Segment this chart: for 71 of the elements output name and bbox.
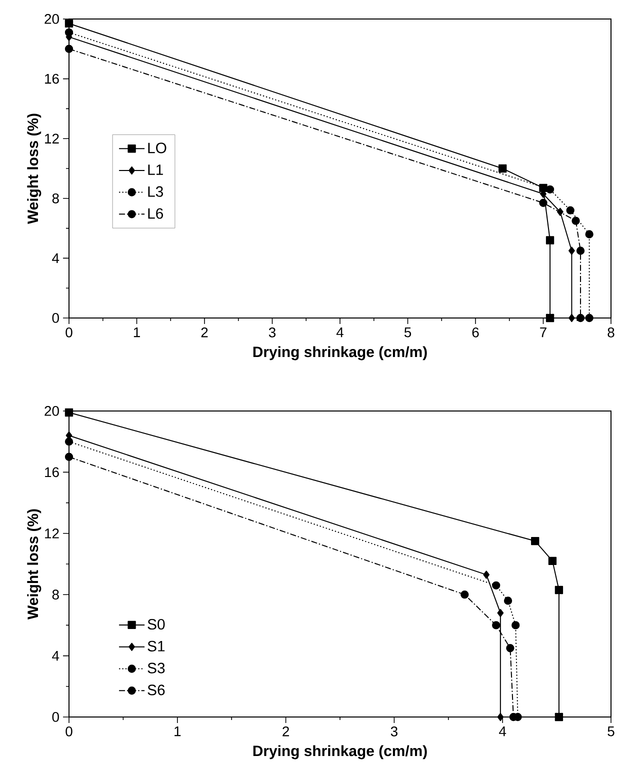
point [64,44,74,53]
y-tick-label: 20 [44,14,59,24]
point [546,236,554,244]
y-axis-title: Weight loss (%) [27,509,42,620]
y-tick-label: 12 [45,528,59,538]
legend-label: S0 [148,618,165,630]
y-tick-label: 16 [45,74,59,84]
y-tick-label: 16 [45,467,59,478]
legend-label: L3 [148,186,164,197]
point [497,608,504,618]
point [576,246,585,255]
x-tick-label: 1 [134,327,140,338]
x-tick-label: 0 [66,327,72,338]
x-tick-label: 4 [336,327,344,338]
x-axis-title: Drying shrinkage (cm/m) [253,745,427,760]
y-tick-label: 4 [52,650,60,661]
point [64,452,74,461]
point [498,164,507,173]
point [64,28,74,37]
x-tick-label: 5 [404,327,412,338]
point [504,596,512,605]
point [568,314,575,322]
point [576,314,585,322]
point [64,438,74,446]
point [531,536,540,546]
y-tick-label: 4 [52,253,60,263]
x-tick-label: 3 [390,726,398,736]
legend-label: S6 [148,684,165,696]
legend-label: L1 [148,164,163,175]
y-tick-label: 0 [52,313,59,323]
x-axis-title: Drying shrinkage (cm/m) [253,346,427,360]
point [506,644,514,652]
point [64,408,74,417]
legend-label: LO [148,142,166,154]
point [585,314,594,322]
point [64,19,74,28]
x-tick-label: 5 [608,726,614,736]
point [572,216,580,225]
x-tick-label: 0 [66,726,72,736]
x-tick-label: 8 [608,327,614,338]
point [546,314,554,322]
point [566,206,574,214]
y-tick-label: 20 [44,406,59,416]
point [483,570,490,579]
legend-label: L6 [148,208,164,219]
x-tick-label: 3 [268,327,276,338]
y-tick-label: 8 [52,193,59,204]
y-tick-label: 8 [52,590,59,600]
y-tick-label: 12 [45,134,59,144]
x-tick-label: 7 [540,327,546,338]
x-tick-label: 4 [499,726,506,736]
point [460,590,469,599]
point [539,198,548,207]
point [492,621,500,630]
legend-label: S1 [148,640,165,652]
point [557,208,564,216]
y-axis-title: Weight loss (%) [27,114,42,224]
point [554,586,564,594]
y-tick-label: 0 [52,712,59,722]
x-tick-label: 1 [174,726,181,736]
point [554,712,564,722]
point [568,246,575,255]
x-tick-label: 2 [282,726,289,736]
point [492,581,500,590]
legend-label: S3 [148,662,165,674]
point [585,230,594,238]
point [512,621,520,630]
point [548,556,557,566]
x-tick-label: 6 [472,327,479,338]
x-tick-label: 2 [201,327,208,338]
point [497,712,504,722]
